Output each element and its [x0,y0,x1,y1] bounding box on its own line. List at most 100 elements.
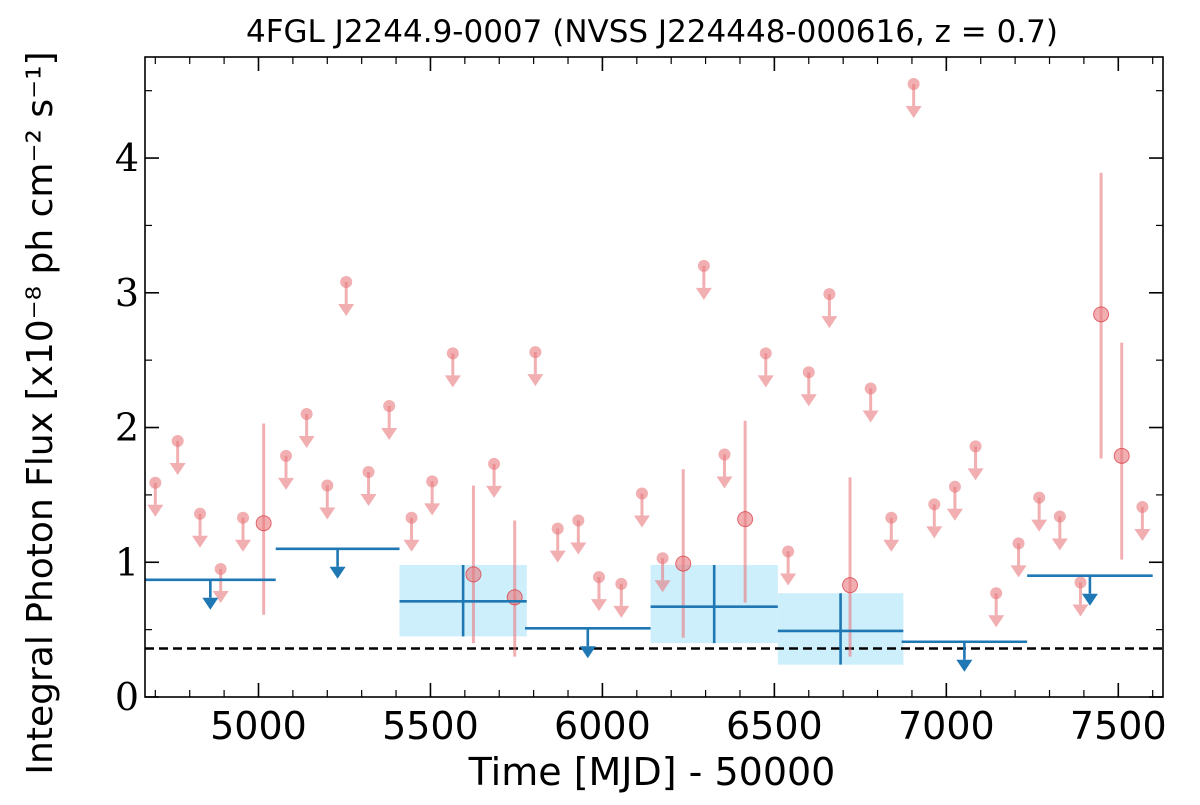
short-bin-upper-limit-point [300,408,313,421]
short-bin-upper-limit-arrow [946,508,963,521]
y-tick-label: 4 [115,136,139,180]
short-bin-upper-limit-point [1136,501,1149,514]
short-bin-upper-limit-point [928,498,941,511]
short-bin-detection-point [465,566,482,583]
short-bin-upper-limit-point [592,571,605,584]
short-bin-upper-limit-point [718,448,731,461]
short-bin-upper-limit-arrow [527,374,544,387]
short-bin-upper-limit-arrow [1134,529,1151,542]
short-bin-upper-limit-arrow [1072,604,1089,617]
long-bin-upper-limit-arrow [1081,593,1098,606]
axes-group: 0 1 2 3 4 5000 5500 6000 6500 7000 7500 [115,56,1167,748]
short-bin-upper-limit-arrow [821,316,838,329]
short-bin-upper-limit-arrow [613,605,630,618]
short-bin-upper-limit-point [426,475,439,488]
short-bin-upper-limit-point [572,514,585,527]
short-bin-upper-limit-arrow [988,615,1005,628]
short-bin-upper-limit-arrow [633,515,650,528]
short-bin-upper-limit-point [321,479,334,492]
short-bin-upper-limit-arrow [235,539,252,552]
short-bin-upper-limit-point [383,399,396,412]
x-tick-label: 6000 [554,704,651,748]
short-bin-upper-limit-arrow [319,507,336,520]
long-bin-upper-limit-arrow [329,566,346,579]
x-tick-label: 5000 [210,704,307,748]
short-bin-upper-limit-arrow [360,493,377,506]
y-tick-label: 0 [115,675,139,719]
short-bin-upper-limit-point [1012,537,1025,550]
short-bin-detection-point [842,577,859,594]
y-tick-label: 3 [115,271,139,315]
short-bin-upper-limit-arrow [147,504,164,517]
short-bin-upper-limit-arrow [486,485,503,498]
short-bin-upper-limit-point [1053,510,1066,523]
x-tick-label: 7500 [1070,704,1167,748]
short-bin-upper-limit-arrow [590,599,607,612]
y-axis-label: Integral Photon Flux [x10⁻⁸ ph cm⁻² s⁻¹] [20,51,61,774]
short-bin-upper-limit-arrow [338,304,355,317]
short-bin-upper-limit-arrow [1010,565,1027,578]
short-bin-upper-limit-arrow [212,591,229,603]
short-bin-upper-limit-point [823,288,836,301]
short-bin-upper-limit-arrow [444,375,461,388]
short-bin-upper-limit-arrow [549,550,566,563]
long-bin-upper-limit-arrow [202,597,219,610]
short-bin-upper-limit-arrow [967,468,984,481]
chart-title: 4FGL J2244.9-0007 (NVSS J224448-000616, … [246,14,1058,50]
short-bin-upper-limit-arrow [1051,538,1068,551]
short-bin-upper-limit-point [969,440,982,453]
short-bin-detection-point [1113,447,1130,464]
short-bin-upper-limit-arrow [716,476,733,489]
short-bin-upper-limit-point [340,276,353,289]
short-bin-upper-limit-point [237,511,250,524]
short-bin-upper-limit-point [280,449,293,462]
short-bin-upper-limit-arrow [278,477,295,490]
short-bin-upper-limit-point [782,545,795,558]
short-bin-upper-limit-point [194,507,207,520]
short-bin-upper-limit-point [697,259,710,272]
short-bin-upper-limit-point [885,511,898,524]
short-bin-upper-limit-point [990,587,1003,600]
short-bin-upper-limit-arrow [695,287,712,300]
short-bin-upper-limit-arrow [570,542,587,555]
short-bin-upper-limit-arrow [926,526,943,539]
x-tick-label: 5500 [382,704,479,748]
x-tick-label: 6500 [726,704,823,748]
short-bin-upper-limit-point [802,366,815,379]
long-bin-upper-limit-arrow [956,659,973,672]
short-bin-upper-limit-point [1074,576,1087,589]
short-bin-upper-limit-point [1033,491,1046,504]
short-bin-upper-limit-point [488,457,501,470]
short-bin-upper-limit-arrow [192,535,209,548]
short-bin-detection-point [255,515,272,532]
short-bin-upper-limit-arrow [1031,519,1048,532]
short-bin-detection-point [737,511,754,528]
short-bin-upper-limit-point [214,563,227,575]
short-bin-upper-limit-arrow [800,394,817,407]
short-bin-upper-limit-arrow [298,436,315,449]
short-bin-detection-point [675,555,692,572]
short-bin-group [147,77,1151,657]
short-bin-detection-point [1093,306,1110,323]
short-bin-upper-limit-arrow [780,573,797,586]
short-bin-upper-limit-point [656,552,669,565]
short-bin-upper-limit-arrow [654,580,671,593]
short-bin-upper-limit-point [864,382,877,395]
x-axis-label: Time [MJD] - 50000 [468,750,836,794]
short-bin-upper-limit-point [615,577,628,590]
short-bin-upper-limit-arrow [862,410,879,423]
short-bin-upper-limit-point [405,511,418,524]
short-bin-upper-limit-point [529,346,542,359]
short-bin-upper-limit-arrow [381,427,398,440]
short-bin-upper-limit-arrow [905,105,922,118]
short-bin-upper-limit-point [551,522,564,535]
short-bin-upper-limit-point [171,435,184,447]
y-tick-label: 1 [115,540,139,584]
short-bin-upper-limit-point [149,476,162,489]
long-bin-upper-limit-arrow [579,646,596,659]
short-bin-upper-limit-arrow [757,375,774,388]
short-bin-upper-limit-arrow [169,463,186,475]
x-tick-label: 7000 [898,704,995,748]
